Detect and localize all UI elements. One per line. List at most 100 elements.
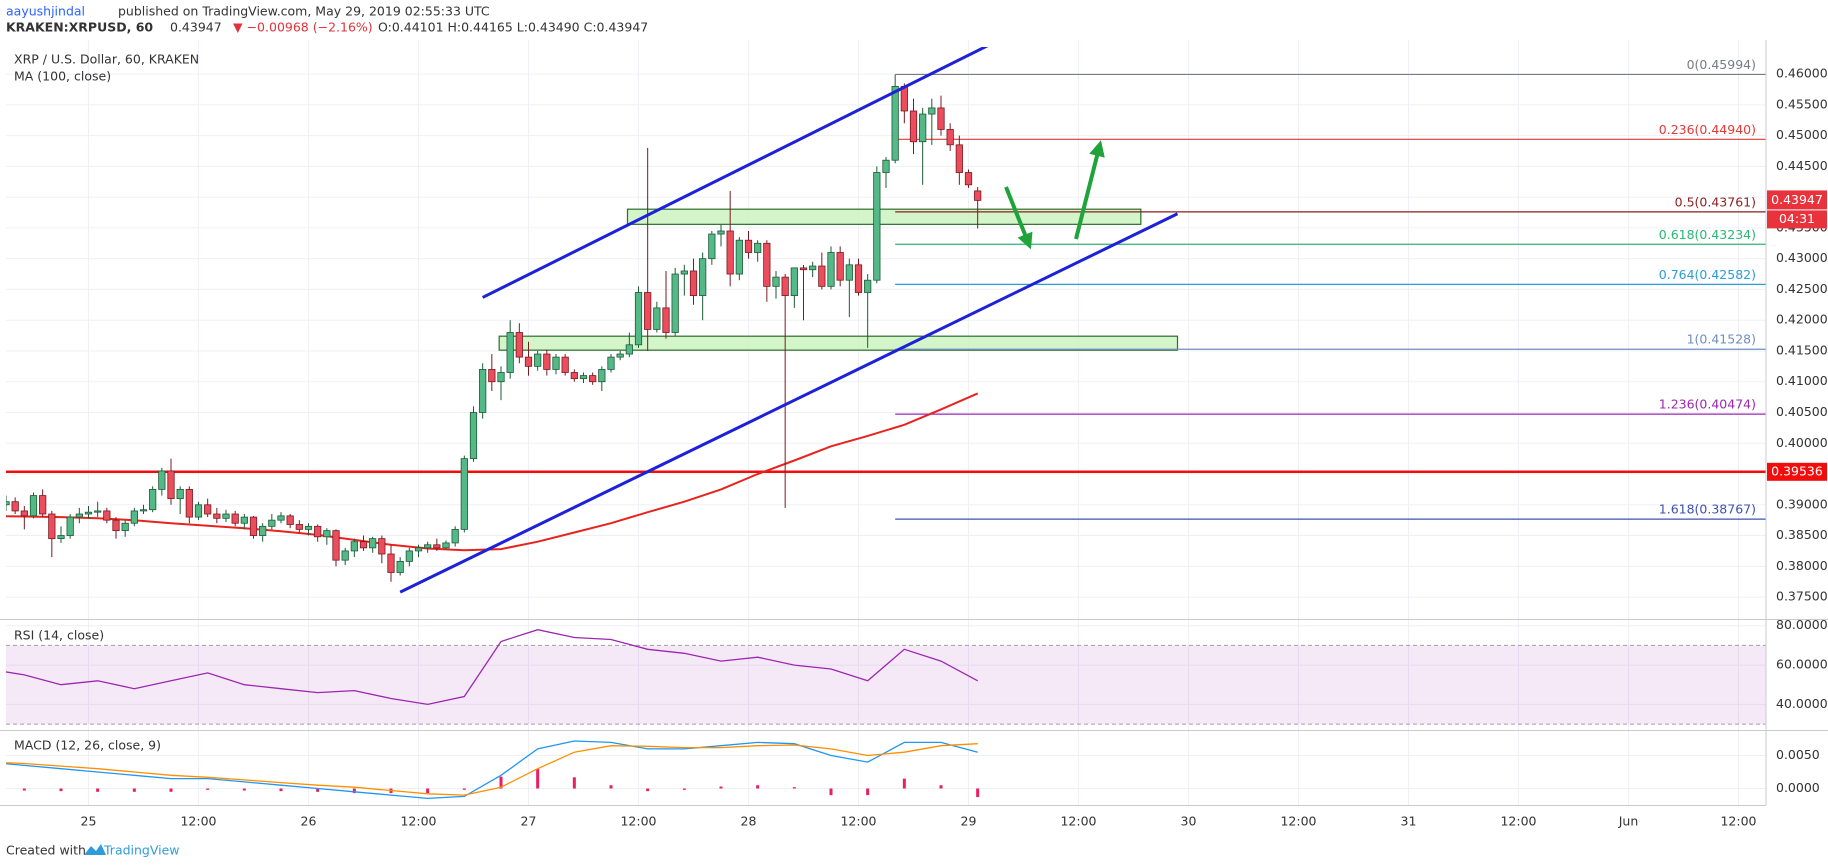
- macd-line: [6, 740, 978, 800]
- candle-body: [130, 510, 138, 524]
- published: published on TradingView.com, May 29, 20…: [118, 4, 490, 19]
- support-zone: [626, 208, 1142, 225]
- candle-body: [451, 528, 459, 544]
- candle-body: [414, 547, 423, 552]
- candle-body: [589, 375, 597, 383]
- candle-body: [818, 265, 826, 287]
- x-tick-label: 30: [1181, 814, 1197, 829]
- candle-body: [341, 550, 349, 561]
- candle-body: [625, 344, 633, 355]
- y-tick-label: 0.0050: [1776, 747, 1820, 762]
- candle-body: [259, 525, 267, 536]
- candle-body: [974, 190, 982, 201]
- macd-histogram: [352, 788, 356, 794]
- candle-body: [112, 519, 120, 532]
- macd-histogram: [132, 788, 136, 792]
- chart-title: XRP / U.S. Dollar, 60, KRAKEN: [14, 52, 199, 67]
- candle-body: [662, 307, 670, 333]
- candle-body: [66, 516, 74, 536]
- y-tick-label: 0.41500: [1776, 342, 1828, 357]
- macd-histogram: [316, 788, 320, 792]
- candle-body: [204, 504, 212, 515]
- y-tick-label: 0.42500: [1776, 281, 1828, 296]
- x-tick-label: 12:00: [620, 814, 656, 829]
- candle-body: [809, 265, 817, 271]
- candle-body: [405, 550, 413, 562]
- candle-body: [304, 525, 313, 530]
- macd-histogram: [279, 788, 283, 792]
- candle-body: [75, 513, 83, 518]
- macd-histogram: [499, 776, 503, 789]
- price-box: [1767, 190, 1827, 210]
- candle-body: [680, 270, 688, 275]
- countdown-label: 04:31: [1779, 211, 1815, 226]
- macd-line: [6, 743, 978, 796]
- candle-body: [552, 356, 560, 370]
- candle-body: [699, 258, 707, 296]
- candle-body: [799, 267, 808, 271]
- candle-body: [653, 307, 661, 330]
- candle-body: [726, 230, 734, 275]
- candle-body: [882, 159, 890, 173]
- candle-body: [497, 372, 505, 383]
- macd-histogram: [572, 777, 576, 789]
- macd-histogram: [976, 788, 980, 798]
- candle-body: [644, 292, 652, 330]
- macd-histogram: [242, 788, 246, 791]
- x-tick-label: Jun: [1618, 814, 1639, 829]
- x-tick-label: 12:00: [1720, 814, 1756, 829]
- candle-body: [873, 172, 881, 281]
- axes: 25 12:00 26 12:00 27 12:00 28 12:00 29 12:00 30 12:…: [81, 57, 1828, 829]
- header-ohlc: O:0.44101 H:0.44165 L:0.43490 C:0.43947: [378, 20, 648, 35]
- y-tick-label: 0.46000: [1776, 66, 1828, 81]
- candle-body: [57, 535, 65, 540]
- macd-histogram: [609, 785, 613, 789]
- candle-body: [616, 353, 624, 358]
- footer-brand[interactable]: TradingView: [103, 843, 180, 858]
- candle-body: [295, 524, 303, 530]
- countdown-box: [1767, 210, 1827, 229]
- y-tick-label: 0.37500: [1776, 589, 1828, 604]
- candle-body: [634, 292, 643, 346]
- candle-body: [176, 489, 184, 500]
- candle-body: [158, 470, 166, 490]
- candle-body: [579, 375, 588, 380]
- candle-body: [754, 242, 762, 253]
- candle-body: [332, 530, 340, 561]
- y-tick-label: 60.0000: [1776, 657, 1828, 672]
- y-tick-label: 0.40500: [1776, 404, 1828, 419]
- candle-body: [735, 239, 743, 275]
- y-tick-label: 0.0000: [1776, 780, 1820, 795]
- macd-histogram: [829, 788, 833, 796]
- fib-label: 0.618(0.43234): [1659, 227, 1756, 242]
- price-box-label: 0.39536: [1771, 463, 1823, 478]
- candle-body: [891, 85, 899, 161]
- fib-label: 1.236(0.40474): [1659, 397, 1756, 412]
- candle-body: [29, 495, 38, 517]
- candle-body: [515, 332, 523, 358]
- candle-body: [149, 489, 157, 511]
- candle-body: [854, 264, 863, 293]
- y-tick-label: 0.45000: [1776, 127, 1828, 142]
- header-last: 0.43947: [170, 20, 222, 35]
- macd-histogram: [426, 788, 430, 794]
- x-tick-label: 12:00: [180, 814, 216, 829]
- candle-body: [946, 129, 954, 146]
- candle-body: [744, 239, 753, 253]
- macd-histogram: [22, 788, 26, 791]
- symbol: KRAKEN:XRPUSD, 60: [6, 20, 153, 35]
- macd-histogram: [792, 787, 796, 789]
- candle-body: [167, 470, 175, 500]
- y-tick-label: 0.42000: [1776, 312, 1828, 327]
- header-change: ▼ −0.00968 (−2.16%): [233, 20, 373, 35]
- x-tick-label: 25: [81, 814, 97, 829]
- candle-body: [350, 541, 358, 552]
- candle-body: [249, 516, 258, 536]
- rsi-line: [6, 629, 979, 706]
- candle-body: [488, 369, 496, 383]
- candle-body: [864, 279, 872, 293]
- candle-body: [94, 510, 102, 513]
- candle-body: [772, 276, 780, 287]
